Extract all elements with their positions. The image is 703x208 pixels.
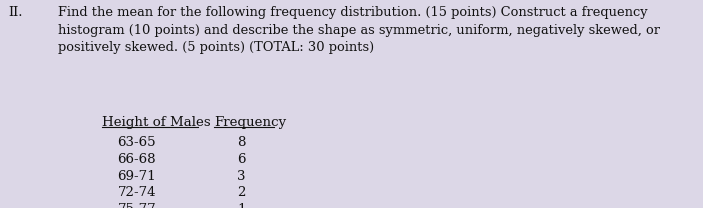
Text: 1: 1 — [237, 203, 245, 208]
Text: 8: 8 — [237, 136, 245, 149]
Text: 66-68: 66-68 — [117, 153, 156, 166]
Text: Height of Males: Height of Males — [102, 116, 211, 129]
Text: 63-65: 63-65 — [117, 136, 156, 149]
Text: Find the mean for the following frequency distribution. (15 points) Construct a : Find the mean for the following frequenc… — [58, 6, 660, 54]
Text: 3: 3 — [237, 170, 245, 183]
Text: 69-71: 69-71 — [117, 170, 156, 183]
Text: Frequency: Frequency — [214, 116, 287, 129]
Text: II.: II. — [8, 6, 23, 19]
Text: 2: 2 — [237, 186, 245, 199]
Text: 75-77: 75-77 — [117, 203, 156, 208]
Text: 72-74: 72-74 — [117, 186, 156, 199]
Text: 6: 6 — [237, 153, 245, 166]
